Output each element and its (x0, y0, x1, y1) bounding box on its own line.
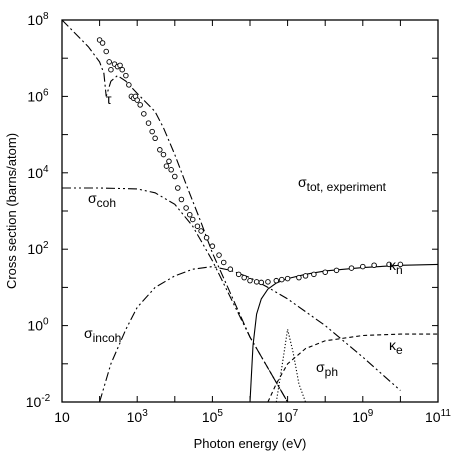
sigma-ph-label: σph (316, 359, 338, 379)
experiment-marker (166, 158, 172, 165)
experiment-marker (333, 267, 340, 274)
experiment-marker (203, 234, 210, 241)
experiment-marker (108, 66, 114, 73)
experiment-marker (152, 135, 158, 142)
experiment-marker (163, 163, 170, 169)
sigma-incoh-label: σincoh (84, 325, 121, 345)
experiment-marker (265, 279, 271, 285)
y-tick-label: 108 (27, 11, 49, 28)
curve-sigma-coh (62, 187, 326, 403)
experiment-marker (189, 216, 196, 223)
experiment-marker (134, 97, 140, 103)
experiment-marker (241, 274, 247, 281)
y-tick-label: 100 (27, 317, 49, 334)
experiment-marker (103, 48, 109, 55)
x-tick-label: 10 (54, 409, 70, 425)
experiment-marker (178, 196, 185, 203)
curve-tau (61, 19, 326, 403)
experiment-marker (227, 266, 234, 272)
experiment-marker (119, 66, 125, 73)
curve-sigma-incoh (99, 266, 401, 403)
y-tick-label: 104 (27, 164, 49, 181)
experiment-marker (311, 271, 317, 278)
tau-label: τ (106, 91, 112, 107)
x-tick-label: 107 (277, 408, 299, 425)
experiment-marker (137, 102, 143, 108)
experiment-marker (123, 72, 129, 79)
experiment-marker (371, 262, 377, 269)
experiment-marker (175, 185, 181, 191)
x-tick-label: 105 (202, 408, 224, 425)
experiment-marker (273, 277, 280, 284)
x-tick-label: 109 (352, 408, 374, 425)
experiment-marker (141, 111, 147, 117)
experiment-marker (235, 271, 242, 278)
experiment-marker (126, 82, 132, 88)
sigma-coh-label: σcoh (88, 190, 116, 210)
experiment-marker (157, 147, 163, 153)
kappa-n-label: κn (389, 257, 403, 277)
tick-labels: 10 103 105 107 109 1011 10-2 100 102 104 106 108 (26, 11, 452, 425)
experiment-marker (209, 243, 216, 249)
experiment-marker (160, 151, 167, 158)
kappa-e-label: κe (389, 337, 403, 357)
experiment-marker (187, 211, 193, 218)
experiment-marker (183, 205, 189, 211)
y-tick-label: 10-2 (26, 393, 51, 410)
sigma-tot-label: σtot, experiment (298, 174, 387, 194)
experiment-marker (296, 274, 302, 281)
x-tick-label: 1011 (425, 408, 451, 425)
experiment-marker (348, 265, 355, 271)
experiment-markers (96, 37, 404, 286)
experiment-marker (253, 279, 260, 285)
experiment-marker (194, 223, 201, 229)
experiment-marker (397, 261, 404, 268)
experiment-marker (284, 275, 291, 282)
experiment-marker (279, 276, 285, 283)
experiment-marker (360, 263, 366, 270)
experiment-marker (198, 228, 204, 234)
experiment-marker (322, 269, 328, 275)
experiment-marker (168, 167, 174, 173)
experiment-marker (145, 120, 152, 126)
experiment-marker (172, 173, 178, 180)
curve-kappa-e (267, 333, 438, 403)
experiment-marker (220, 259, 227, 266)
x-tick-label: 103 (127, 408, 149, 425)
experiment-marker (258, 279, 265, 286)
y-axis-label: Cross section (barns/atom) (4, 133, 19, 289)
experiment-marker (386, 261, 392, 268)
experiment-marker (216, 252, 222, 258)
experiment-marker (149, 128, 155, 135)
experiment-marker (117, 62, 123, 69)
experiment-marker (302, 273, 309, 279)
y-tick-label: 102 (27, 240, 49, 257)
experiment-marker (99, 40, 106, 46)
curve-sigma-ph (275, 329, 307, 403)
experiment-marker (247, 277, 253, 284)
y-tick-label: 106 (27, 87, 49, 104)
experiment-marker (106, 59, 112, 65)
x-axis-label: Photon energy (eV) (194, 436, 307, 451)
